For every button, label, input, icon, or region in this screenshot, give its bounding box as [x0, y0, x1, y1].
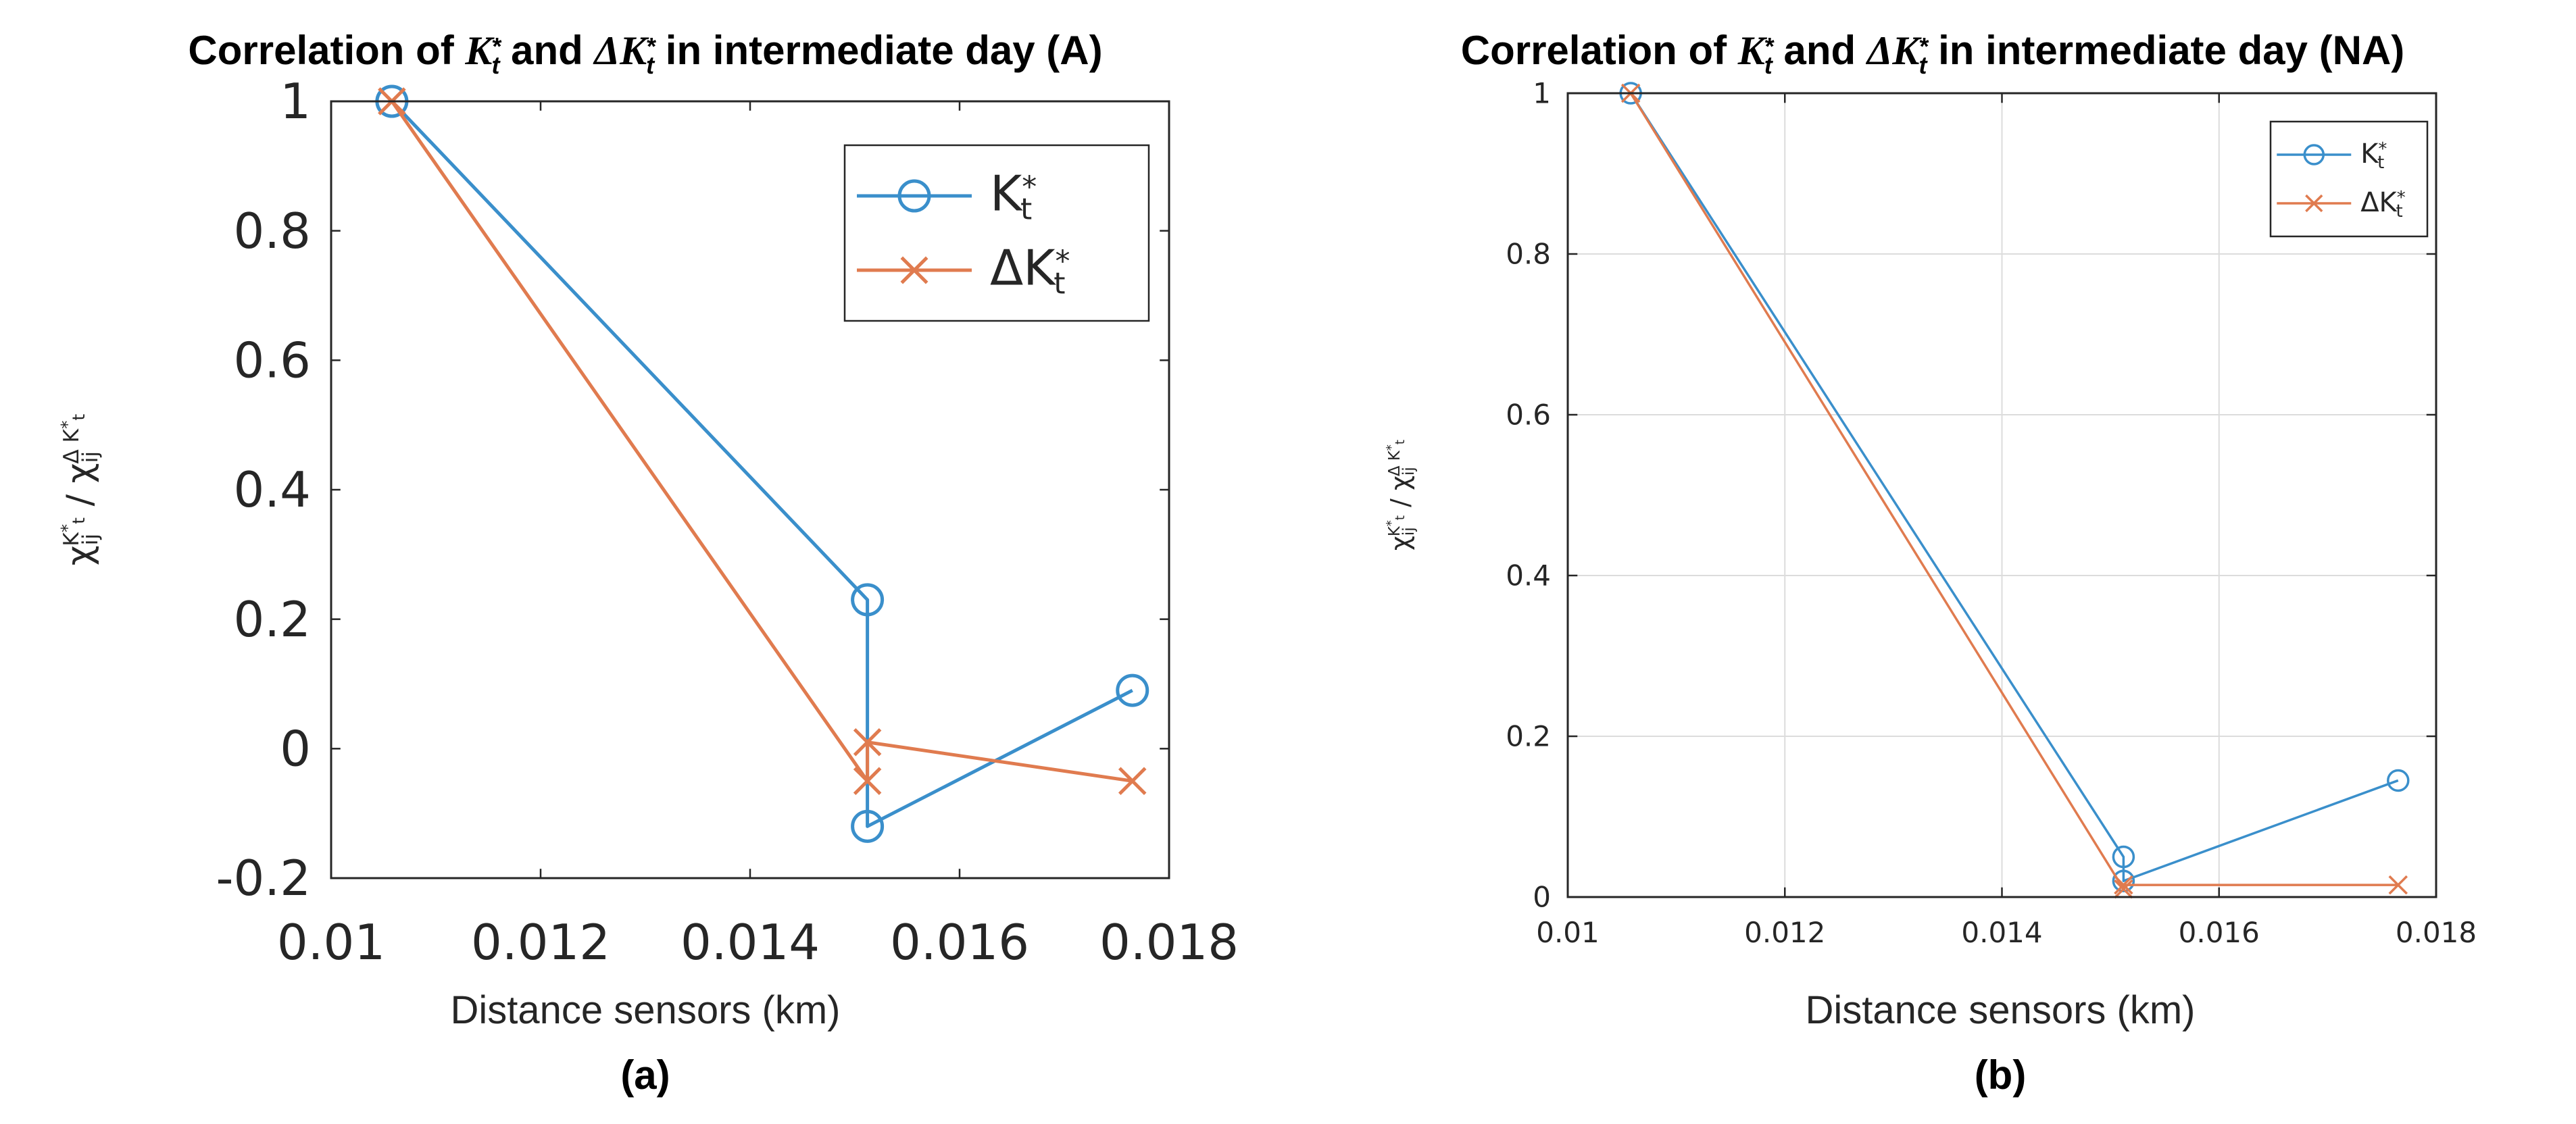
ylabel-sup: K [59, 532, 84, 546]
y-tick-label: 0.6 [1506, 399, 1551, 432]
chart-panel-a: Correlation of K* t and ΔK* t in intermedi… [0, 0, 1284, 1124]
x-tick-label: 0.016 [890, 914, 1029, 971]
panel-caption: (b) [1975, 1052, 2027, 1098]
y-axis-label: χijK*t / χijΔ K*t [1385, 440, 1418, 551]
title-text-suffix: in intermediate day (A) [654, 28, 1102, 73]
x-tick-label: 0.018 [1099, 914, 1239, 971]
panel-caption: (a) [620, 1052, 670, 1098]
y-tick-label: -0.2 [216, 850, 311, 906]
y-axis-label: χijK*t / χijΔ K*t [57, 413, 103, 565]
title-text-prefix: Correlation of [1461, 28, 1738, 73]
y-tick-label: 0.8 [1506, 238, 1551, 271]
x-tick-label: 0.014 [1961, 916, 2042, 949]
title-text-and: and [1773, 28, 1867, 73]
y-tick-label: 0 [1533, 881, 1551, 914]
legend-label-delta-kt: ΔK* t [2360, 187, 2406, 222]
ylabel-t: t [1393, 440, 1408, 444]
legend-label-sub: t [2377, 153, 2384, 173]
y-tick-label: 0.8 [233, 203, 311, 259]
x-axis-label: Distance sensors (km) [451, 988, 841, 1032]
title-symbol-k: K [464, 28, 495, 73]
x-tick-label: 0.01 [1536, 916, 1600, 949]
ylabel-sup: Δ K [59, 428, 84, 463]
ylabel-star: * [1385, 444, 1399, 451]
x-tick-label: 0.016 [2179, 916, 2260, 949]
title-symbol-dk: ΔK [593, 28, 649, 73]
legend-label-main: K [990, 165, 1023, 222]
x-tick-label: 0.012 [1744, 916, 1825, 949]
ylabel-t: t [69, 413, 89, 420]
ylabel-t: t [1393, 515, 1408, 520]
chart-a-title: Correlation of K* t and ΔK* t in intermedi… [188, 28, 1102, 79]
ylabel-slash: / [1385, 490, 1415, 515]
ylabel-chi: χ [1385, 476, 1415, 490]
y-tick-label: 1 [280, 73, 311, 130]
legend-label-main: ΔK [990, 240, 1056, 297]
title-symbol-dk: ΔK [1866, 28, 1923, 73]
title-symbol-k: K [1737, 28, 1768, 73]
y-tick-label: 1 [1533, 77, 1551, 110]
legend-label-delta-kt: ΔK* t [990, 240, 1070, 301]
legend-label-main: ΔK [2360, 187, 2398, 218]
ylabel-star: * [1385, 520, 1399, 526]
chart-a-svg: Correlation of K* t and ΔK* t in intermedi… [0, 0, 1284, 1124]
y-tick-label: 0 [280, 721, 311, 777]
legend-label-kt: K* t [990, 165, 1037, 227]
legend-label-kt: K* t [2360, 138, 2387, 173]
x-tick-label: 0.01 [277, 914, 385, 971]
legend-label-sub: t [2396, 201, 2402, 222]
y-tick-label: 0.2 [1506, 720, 1551, 753]
legend: K* t ΔK* t [845, 145, 1149, 321]
chart-panel-b: Correlation of K* t and ΔK* t in intermedi… [1284, 0, 2576, 1124]
ylabel-t: t [69, 517, 89, 524]
y-tick-label: 0.2 [233, 591, 311, 648]
chart-b-title: Correlation of K* t and ΔK* t in intermedi… [1461, 28, 2405, 79]
legend-label-sub: t [1020, 193, 1032, 227]
ylabel-chi: χ [59, 545, 100, 565]
title-text-prefix: Correlation of [188, 28, 465, 73]
ylabel-star: * [57, 420, 77, 428]
ylabel-slash: / [59, 483, 100, 517]
legend: K* t ΔK* t [2271, 122, 2427, 236]
y-tick-label: 0.4 [1506, 559, 1551, 592]
title-text-suffix: in intermediate day (NA) [1927, 28, 2404, 73]
ylabel-sup: K [1386, 526, 1404, 536]
ylabel-chi: χ [59, 463, 100, 483]
x-tick-label: 0.014 [680, 914, 820, 971]
title-text-and: and [499, 28, 594, 73]
x-axis-label: Distance sensors (km) [1806, 988, 2196, 1032]
legend-label-main: K [2360, 138, 2379, 170]
y-tick-label: 0.6 [233, 332, 311, 389]
legend-box [2271, 122, 2427, 236]
ylabel-star: * [57, 524, 77, 532]
x-tick-label: 0.018 [2396, 916, 2477, 949]
legend-label-sub: t [1054, 267, 1065, 301]
ylabel-sup: Δ K [1386, 450, 1404, 476]
ylabel-chi: χ [1385, 536, 1415, 551]
x-tick-label: 0.012 [471, 914, 610, 971]
y-tick-label: 0.4 [233, 461, 311, 518]
chart-b-svg: Correlation of K* t and ΔK* t in intermedi… [1284, 0, 2576, 1124]
